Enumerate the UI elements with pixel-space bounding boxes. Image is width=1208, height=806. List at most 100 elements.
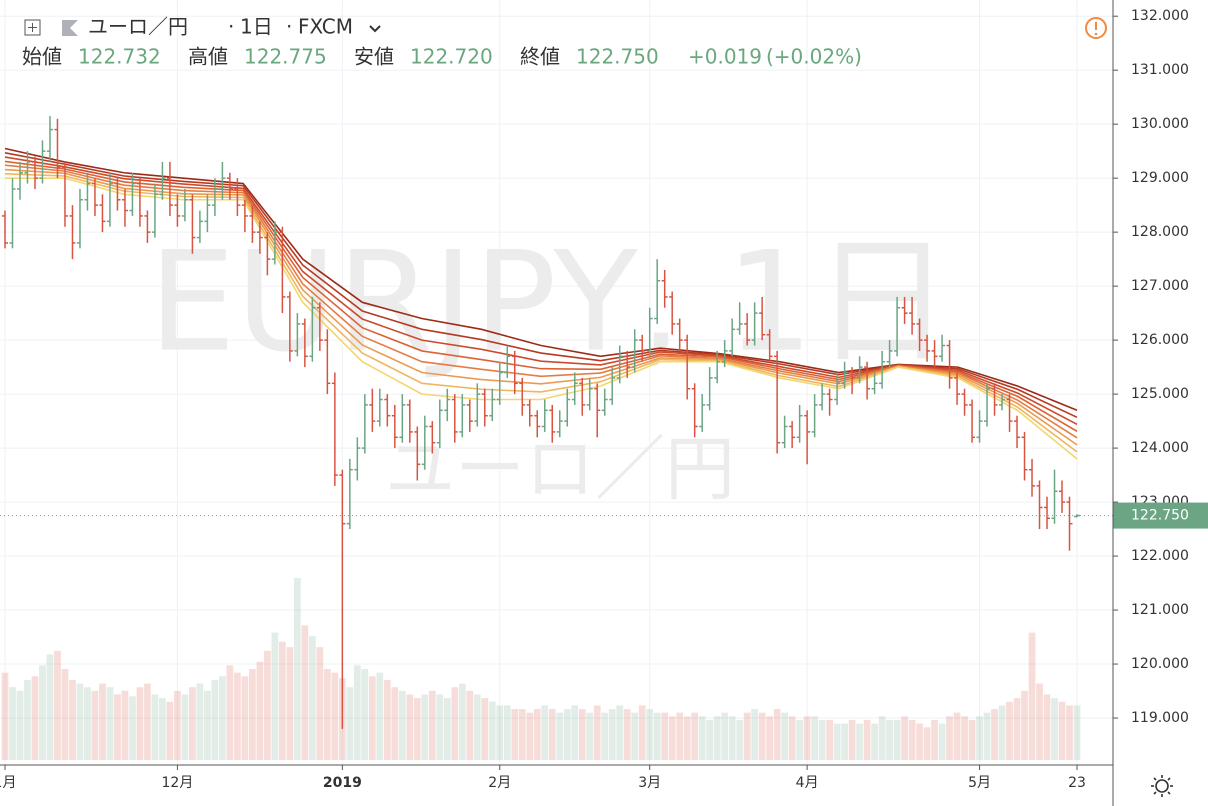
volume-bar — [931, 719, 938, 760]
volume-bar — [278, 641, 286, 760]
volume-bar — [968, 719, 976, 760]
volume-bar — [1058, 701, 1066, 760]
flag-icon[interactable] — [62, 20, 78, 36]
bar-layer — [2, 116, 1080, 729]
volume-bar — [241, 676, 249, 760]
y-tick-label: 132.000 — [1131, 8, 1189, 24]
volume-bar — [758, 712, 766, 760]
volume-bar — [1043, 694, 1051, 760]
volume-bar — [331, 672, 339, 760]
volume-bar — [781, 712, 789, 760]
volume-bar — [54, 650, 61, 760]
volume-bar — [548, 709, 556, 760]
volume-bar — [451, 687, 459, 760]
y-tick-label: 128.000 — [1131, 224, 1189, 240]
volume-bar — [1021, 690, 1028, 760]
volume-bar — [848, 719, 856, 760]
ribbon-layer — [4, 147, 1078, 460]
y-tick-label: 129.000 — [1131, 170, 1189, 186]
overlay-layer: 132.000 131.000 130.000 129.000 128.000 127.0… — [0, 8, 1208, 791]
volume-bar — [196, 683, 204, 760]
volume-bar — [346, 687, 354, 760]
volume-bar — [421, 694, 429, 760]
volume-bar — [826, 719, 833, 760]
volume-bar — [1028, 632, 1036, 760]
volume-bar — [511, 709, 519, 760]
watermark-sub: ユーロ／円 — [385, 428, 735, 510]
x-tick-label: 2月 — [488, 775, 511, 791]
volume-bar — [1051, 698, 1058, 760]
volume-bar — [653, 712, 661, 760]
change: +0.019 — [688, 45, 762, 69]
volume-bar — [181, 694, 189, 760]
volume-bar — [631, 712, 639, 760]
volume-bar — [818, 719, 826, 760]
x-tick-label: 12月 — [162, 775, 194, 791]
low-label: 安値 — [354, 45, 394, 69]
high-label: 高値 — [188, 45, 228, 69]
y-tick-label: 127.000 — [1131, 278, 1189, 294]
volume-bar — [39, 665, 46, 760]
volume-bar — [398, 690, 406, 760]
volume-bar — [983, 712, 991, 760]
volume-bar — [286, 647, 294, 760]
chevron[interactable] — [369, 25, 381, 33]
volume-bar — [256, 661, 264, 760]
volume-bar — [293, 578, 301, 760]
volume-bar — [316, 647, 324, 760]
volume-bar — [713, 716, 721, 760]
volume-bar — [473, 694, 481, 760]
volume-bar — [646, 709, 654, 760]
volume-bar — [976, 716, 983, 760]
volume-bar — [1, 672, 9, 760]
volume-bar — [541, 705, 549, 760]
change-pct: (+0.02%) — [766, 45, 862, 69]
volume-bar — [99, 683, 106, 760]
volume-bar — [323, 669, 331, 760]
volume-bar — [46, 654, 54, 760]
volume-bar — [871, 723, 878, 760]
open-label: 始値 — [22, 45, 62, 69]
y-tick-label: 130.000 — [1131, 116, 1189, 132]
volume-bar — [556, 712, 564, 760]
volume-bar — [751, 709, 759, 760]
volume-layer — [1, 578, 1081, 760]
y-tick-label: 119.000 — [1131, 710, 1189, 726]
volume-bar — [526, 712, 534, 760]
volume-bar — [736, 719, 744, 760]
volume-bar — [428, 690, 436, 760]
volume-bar — [721, 712, 729, 760]
volume-bar — [841, 723, 848, 760]
volume-bar — [863, 719, 871, 760]
x-tick-label: 3月 — [638, 775, 661, 791]
volume-bar — [121, 690, 129, 760]
volume-bar — [406, 694, 414, 760]
last-price-box — [1113, 502, 1208, 529]
volume-bar — [1073, 705, 1081, 760]
volume-bar — [676, 712, 684, 760]
source[interactable]: FXCM — [298, 15, 353, 39]
volume-bar — [496, 705, 504, 760]
add-icon[interactable] — [24, 19, 41, 36]
y-tick-label: 131.000 — [1131, 62, 1189, 78]
volume-bar — [638, 705, 646, 760]
volume-bar — [908, 719, 916, 760]
volume-bar — [533, 709, 541, 760]
volume-bar — [308, 636, 316, 760]
y-tick-label: 120.000 — [1131, 656, 1189, 672]
volume-bar — [9, 687, 16, 760]
interval[interactable]: 1日 — [240, 15, 273, 39]
volume-bar — [488, 701, 496, 760]
volume-bar — [961, 716, 968, 760]
volume-bar — [586, 712, 594, 760]
volume-bar — [661, 712, 669, 760]
symbol[interactable]: ユーロ／円 — [88, 15, 188, 39]
volume-bar — [608, 709, 616, 760]
volume-bar — [1036, 683, 1043, 760]
close-label: 終値 — [520, 45, 560, 69]
alert-icon[interactable] — [1085, 17, 1107, 39]
volume-bar — [623, 709, 631, 760]
volume-bar — [728, 716, 736, 760]
settings-icon[interactable] — [1151, 775, 1173, 797]
